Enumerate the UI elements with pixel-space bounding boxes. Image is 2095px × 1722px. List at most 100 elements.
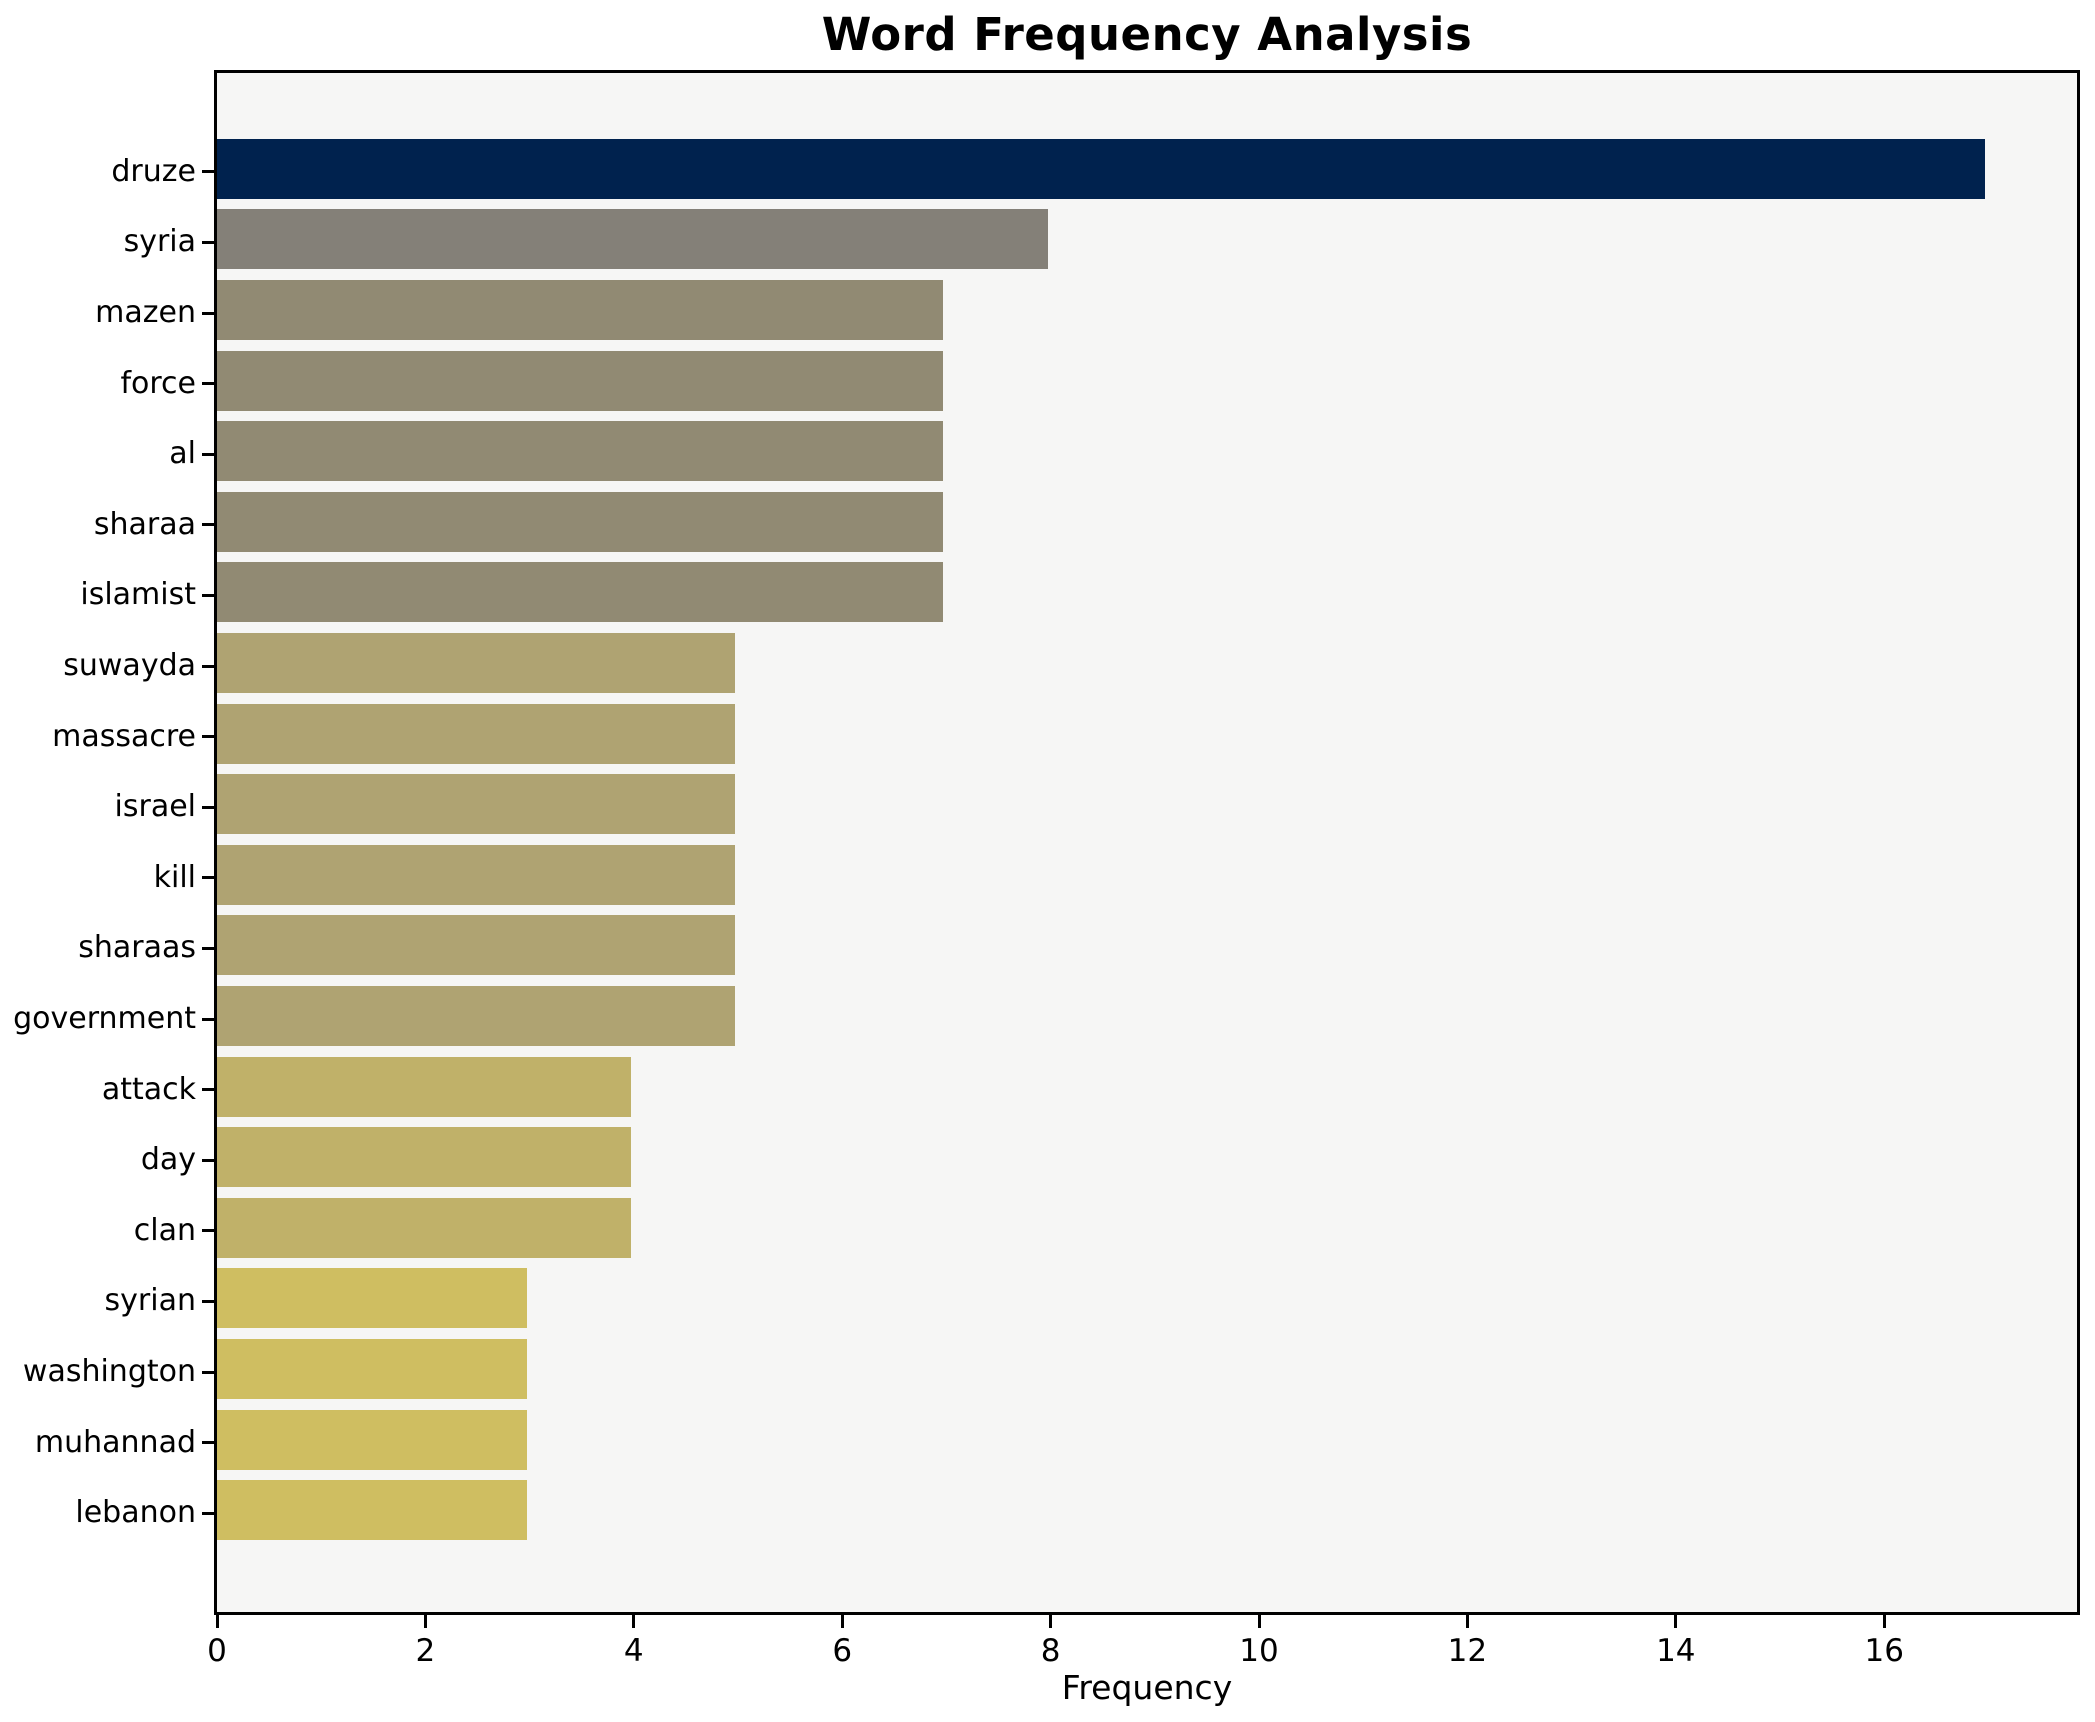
x-tick	[1674, 1615, 1678, 1628]
bar-row	[217, 275, 2077, 346]
y-label-mazen: mazen	[95, 295, 196, 330]
bar-row	[217, 981, 2077, 1052]
bar-row	[217, 628, 2077, 699]
y-label-muhannad: muhannad	[34, 1424, 196, 1460]
bar-suwayda	[217, 632, 735, 693]
x-tick	[1257, 1615, 1261, 1628]
y-tick	[202, 1229, 214, 1233]
x-tick-label: 0	[207, 1633, 227, 1669]
y-tick	[202, 946, 214, 950]
y-tick	[202, 1299, 214, 1303]
y-label-sharaa: sharaa	[93, 506, 196, 542]
bar-druze	[217, 138, 1986, 199]
y-tick	[202, 311, 214, 315]
bar-row	[217, 1193, 2077, 1264]
y-label-attack: attack	[101, 1071, 196, 1107]
bar-sharaas	[217, 915, 735, 976]
x-tick-label: 6	[832, 1633, 853, 1669]
bar-row	[217, 1122, 2077, 1193]
y-tick	[202, 523, 214, 527]
bar-washington	[217, 1338, 527, 1399]
x-tick-label: 16	[1864, 1633, 1904, 1669]
bar-force	[217, 350, 944, 411]
bar-lebanon	[217, 1480, 527, 1541]
chart-title: Word Frequency Analysis	[821, 8, 1473, 61]
x-tick	[423, 1615, 427, 1628]
y-tick	[202, 170, 214, 174]
y-tick	[202, 664, 214, 668]
y-tick	[202, 1370, 214, 1374]
bar-israel	[217, 774, 735, 835]
y-label-syrian: syrian	[104, 1283, 196, 1319]
bar-row	[217, 1475, 2077, 1546]
bar-islamist	[217, 562, 944, 623]
y-label-lebanon: lebanon	[75, 1495, 196, 1531]
bar-row	[217, 769, 2077, 840]
y-label-sharaas: sharaas	[78, 930, 196, 966]
bar-syria	[217, 209, 1048, 270]
x-tick-label: 8	[1040, 1633, 1061, 1669]
bar-row	[217, 487, 2077, 558]
y-label-syria: syria	[123, 224, 196, 260]
x-tick-label: 10	[1239, 1633, 1279, 1669]
x-tick	[840, 1615, 844, 1628]
y-label-clan: clan	[133, 1212, 196, 1248]
bar-row	[217, 557, 2077, 628]
bar-mazen	[217, 279, 944, 340]
bar-al	[217, 421, 944, 482]
bar-row	[217, 204, 2077, 275]
y-label-druze: druze	[111, 153, 196, 189]
bar-row	[217, 345, 2077, 416]
plot-area	[214, 70, 2080, 1615]
y-tick	[202, 1158, 214, 1162]
bar-muhannad	[217, 1409, 527, 1470]
y-label-washington: washington	[22, 1354, 196, 1389]
bar-kill	[217, 844, 735, 905]
bar-row	[217, 416, 2077, 487]
y-label-massacre: massacre	[52, 718, 196, 754]
y-tick	[202, 1088, 214, 1092]
y-label-suwayda: suwayda	[63, 648, 196, 683]
bar-row	[217, 840, 2077, 911]
bar-government	[217, 985, 735, 1046]
y-tick	[202, 593, 214, 597]
x-axis-label: Frequency	[1061, 1668, 1233, 1707]
y-tick	[202, 1017, 214, 1021]
bar-row	[217, 910, 2077, 981]
x-tick-label: 12	[1447, 1633, 1488, 1669]
bar-row	[217, 1334, 2077, 1405]
y-label-day: day	[140, 1142, 196, 1178]
bar-attack	[217, 1056, 631, 1117]
bar-massacre	[217, 703, 735, 764]
bar-day	[217, 1127, 631, 1188]
bar-row	[217, 134, 2077, 205]
y-label-kill: kill	[153, 859, 196, 895]
x-tick	[215, 1615, 219, 1628]
bar-syrian	[217, 1268, 527, 1329]
bar-row	[217, 1263, 2077, 1334]
y-label-force: force	[120, 365, 196, 401]
y-tick	[202, 876, 214, 880]
y-tick	[202, 1441, 214, 1445]
y-label-al: al	[169, 436, 196, 472]
bar-row	[217, 1051, 2077, 1122]
y-tick	[202, 382, 214, 386]
x-tick	[1882, 1615, 1886, 1628]
y-tick	[202, 1511, 214, 1515]
x-tick-label: 14	[1656, 1633, 1696, 1669]
x-tick	[632, 1615, 636, 1628]
bar-row	[217, 1404, 2077, 1475]
x-tick-label: 4	[623, 1633, 644, 1669]
y-label-israel: israel	[114, 789, 196, 825]
bar-clan	[217, 1197, 631, 1258]
x-tick	[1465, 1615, 1469, 1628]
y-tick	[202, 452, 214, 456]
y-tick	[202, 805, 214, 809]
bar-sharaa	[217, 491, 944, 552]
y-label-islamist: islamist	[80, 577, 196, 613]
x-tick	[1049, 1615, 1053, 1628]
x-tick-label: 2	[415, 1633, 436, 1669]
bar-row	[217, 698, 2077, 769]
y-tick	[202, 240, 214, 244]
